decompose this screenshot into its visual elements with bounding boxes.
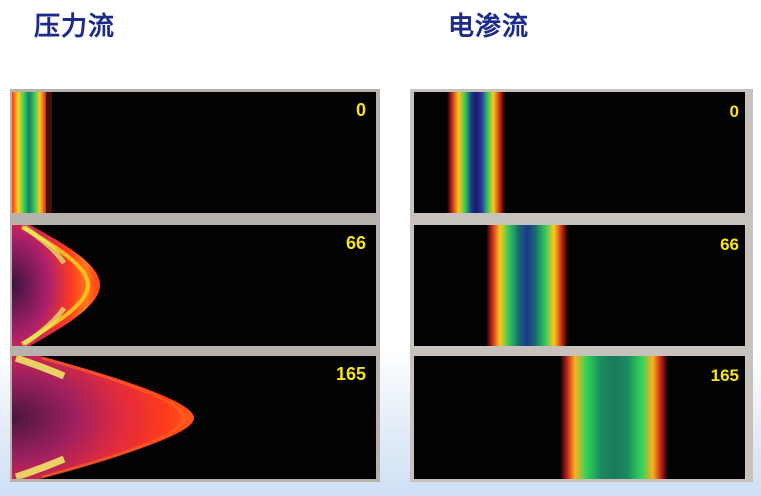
time-label: 0 (729, 102, 739, 121)
electroosmotic-flow-panel-t66: 66 (414, 225, 745, 346)
pressure-flow-panel-t165: 165 (12, 356, 376, 479)
electroosmotic-flow-figure: 0 66 (410, 89, 753, 482)
electroosmotic-flow-title: 电渗流 (448, 12, 530, 42)
pressure-flow-figure: 0 66 (10, 89, 380, 482)
electroosmotic-flow-panel-t165: 165 (414, 356, 745, 479)
time-label: 165 (335, 364, 366, 384)
pressure-flow-title: 压力流 (34, 12, 116, 42)
pressure-flow-panel-t0: 0 (12, 92, 376, 213)
electroosmotic-band-t66 (486, 225, 568, 346)
electroosmotic-band-t165 (560, 356, 668, 479)
electroosmotic-band-t0 (447, 92, 505, 213)
pressure-flow-panel-t66: 66 (12, 225, 376, 346)
electroosmotic-flow-panel-t0: 0 (414, 92, 745, 213)
pressure-band-t165 (12, 356, 194, 479)
pressure-band-t66 (12, 225, 100, 346)
pressure-band-t0 (12, 92, 52, 213)
time-label: 66 (720, 235, 739, 254)
time-label: 66 (345, 233, 366, 253)
time-label: 0 (355, 100, 366, 120)
time-label: 165 (710, 366, 739, 385)
